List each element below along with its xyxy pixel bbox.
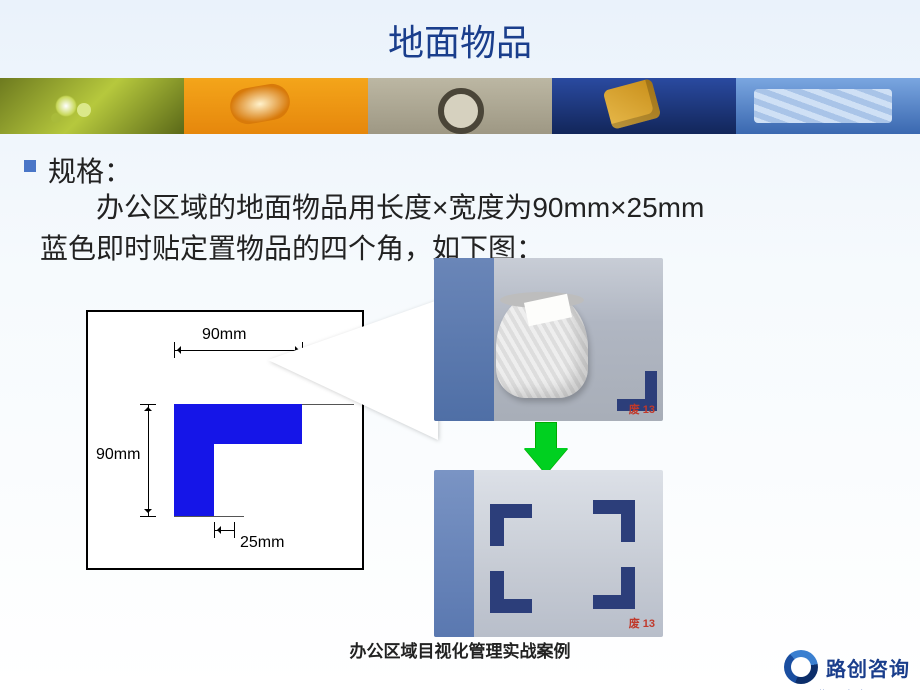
banner-image-5 xyxy=(736,78,920,134)
dimension-ext xyxy=(214,522,215,538)
slide: 地面物品 规格： 办公区域的地面物品用长度×宽度为90mm×25mm 蓝色即时贴… xyxy=(0,0,920,690)
banner-image-4 xyxy=(552,78,736,134)
photo-wall xyxy=(434,470,474,637)
dimension-ext xyxy=(234,522,235,538)
callout-pointer-icon xyxy=(268,300,438,440)
dimension-left-label: 90mm xyxy=(96,446,140,464)
dimension-ext xyxy=(140,404,156,405)
bullet-label: 规格： xyxy=(48,150,132,190)
dimension-top-label: 90mm xyxy=(202,326,246,344)
photo-caption: 废 13 xyxy=(629,615,655,631)
guide-line xyxy=(174,516,244,517)
body-text: 办公区域的地面物品用长度×宽度为90mm×25mm 蓝色即时贴定置物品的四个角，… xyxy=(40,188,900,269)
bullet-heading: 规格： xyxy=(24,150,132,190)
footer-text: 办公区域目视化管理实战案例 xyxy=(0,637,920,662)
down-arrow-icon xyxy=(524,422,568,474)
l-shape-vertical xyxy=(174,404,214,516)
banner-image-2 xyxy=(184,78,368,134)
dimension-ext xyxy=(140,516,156,517)
photo-before: 废 13 xyxy=(434,258,663,421)
slide-title: 地面物品 xyxy=(0,14,920,66)
body-line-1: 办公区域的地面物品用长度×宽度为90mm×25mm xyxy=(40,188,900,229)
photo-wall xyxy=(434,258,494,421)
brand-name: 路创咨询 xyxy=(826,653,910,682)
photo-after: 废 13 xyxy=(434,470,663,637)
banner-image-3 xyxy=(368,78,552,134)
dimension-bottom-line xyxy=(214,530,234,531)
photo-caption: 废 13 xyxy=(629,401,655,417)
bullet-square-icon xyxy=(24,160,36,172)
banner-strip xyxy=(0,78,920,134)
banner-image-1 xyxy=(0,78,184,134)
dimension-bottom-label: 25mm xyxy=(240,534,284,552)
dimension-ext xyxy=(174,342,175,358)
dimension-left-line xyxy=(148,404,149,516)
brand-logo-icon xyxy=(784,650,818,684)
brand-block: 路创咨询 Http://www.luchuang.com xyxy=(784,650,910,684)
